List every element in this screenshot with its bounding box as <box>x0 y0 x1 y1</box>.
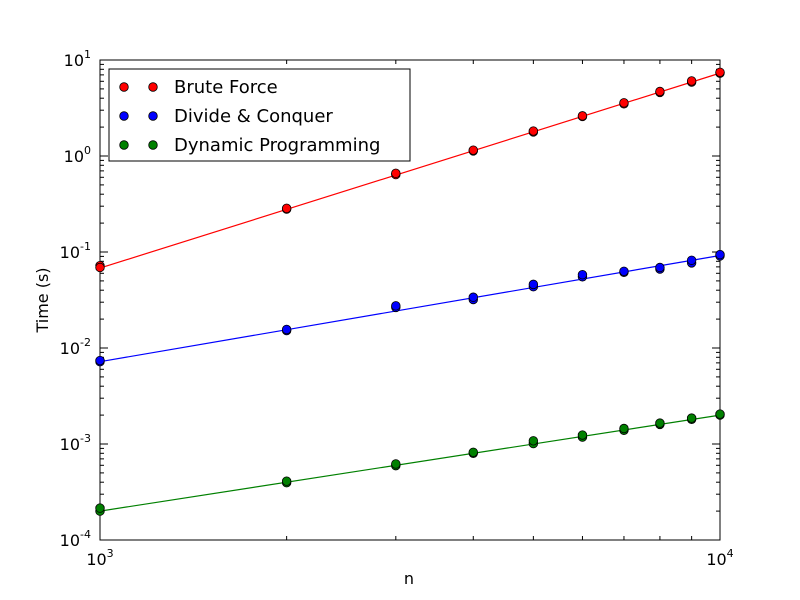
data-point <box>95 503 105 513</box>
y-tick-label: 10-1 <box>60 240 91 262</box>
fit-line-0 <box>99 72 721 269</box>
y-tick-label: 10-4 <box>60 528 91 550</box>
data-point <box>686 76 697 86</box>
legend-label: Dynamic Programming <box>174 135 380 156</box>
data-point <box>95 262 105 273</box>
data-point <box>619 266 629 276</box>
data-point <box>468 292 478 302</box>
data-point <box>528 126 539 136</box>
series-1 <box>95 249 725 367</box>
data-point <box>391 168 401 179</box>
legend-marker <box>119 111 129 121</box>
data-point <box>281 203 292 214</box>
y-tick-label: 100 <box>64 144 91 166</box>
data-point <box>468 145 478 155</box>
y-tick-label: 10-3 <box>60 432 91 454</box>
data-point <box>619 423 629 434</box>
series-2 <box>95 409 725 516</box>
data-point <box>715 249 725 260</box>
x-axis-label: n <box>404 569 414 588</box>
data-point <box>528 279 539 290</box>
data-point <box>655 86 665 97</box>
legend-label: Divide & Conquer <box>174 106 333 127</box>
legend-marker <box>148 111 158 121</box>
fit-line-2 <box>99 414 721 512</box>
y-tick-label: 10-2 <box>60 336 91 358</box>
data-point <box>655 262 665 273</box>
data-point <box>528 436 539 446</box>
legend: Brute Force Divide & Conquer Dynamic Progr… <box>108 68 411 162</box>
data-point <box>577 270 588 280</box>
series-0 <box>95 67 725 273</box>
data-point <box>391 459 401 469</box>
x-tick-label: 104 <box>706 547 733 569</box>
legend-marker <box>119 140 129 150</box>
y-tick-label: 101 <box>64 48 91 70</box>
data-point <box>468 447 478 457</box>
data-point <box>281 476 292 486</box>
data-point <box>715 409 725 419</box>
data-point <box>577 111 588 121</box>
data-point <box>715 67 725 77</box>
data-point <box>655 418 665 428</box>
legend-marker <box>119 82 129 92</box>
legend-box <box>108 68 411 162</box>
legend-marker <box>148 82 158 92</box>
y-axis-label: Time (s) <box>33 267 52 333</box>
data-point <box>281 324 292 335</box>
data-point <box>619 98 629 108</box>
data-point <box>577 430 588 440</box>
data-point <box>95 355 105 366</box>
legend-label: Brute Force <box>174 77 278 98</box>
fit-line-1 <box>99 254 721 363</box>
data-point <box>391 301 401 311</box>
legend-marker <box>148 140 158 150</box>
data-point <box>686 413 697 423</box>
x-tick-label: 103 <box>86 547 113 569</box>
data-point <box>686 255 697 265</box>
